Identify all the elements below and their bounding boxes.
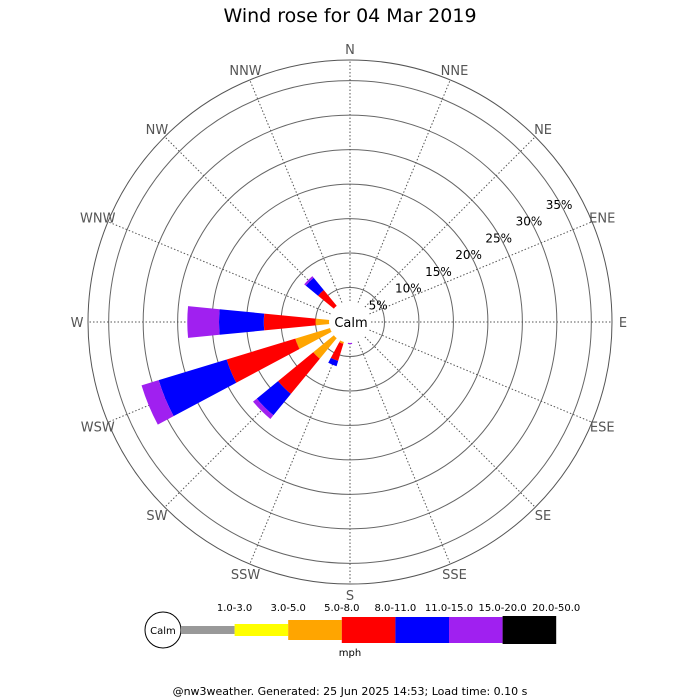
chart-title: Wind rose for 04 Mar 2019 <box>223 5 477 27</box>
direction-label-se: SE <box>535 509 551 524</box>
calm-label: Calm <box>334 316 367 331</box>
petal-w-bin-8-0-11-0 <box>263 313 316 331</box>
spoke-ene <box>349 221 593 323</box>
direction-label-w: W <box>71 316 84 331</box>
ring-35 <box>108 80 592 564</box>
petal-sw-bin-5-0-8-0 <box>313 333 339 359</box>
petal-sw-bin-8-0-11-0 <box>278 352 320 394</box>
direction-label-sse: SSE <box>442 568 467 583</box>
legend-swatch-11-0-15-0 <box>395 617 449 643</box>
ring-label-15: 15% <box>425 265 452 279</box>
legend-label-5-0-8-0: 5.0-8.0 <box>324 603 359 614</box>
petal-w-bin-11-0-15-0 <box>219 309 265 335</box>
direction-label-sw: SW <box>146 509 167 524</box>
petal-ssw-bin-8-0-11-0 <box>330 342 344 361</box>
petal-ssw-bin-11-0-15-0 <box>328 357 339 367</box>
direction-label-wnw: WNW <box>80 212 116 227</box>
ring-label-5: 5% <box>369 298 388 312</box>
ring-label-25: 25% <box>485 231 512 245</box>
petal-wsw-bin-11-0-15-0 <box>158 359 237 417</box>
ring-label-30: 30% <box>516 215 543 229</box>
petal-w-bin-5-0-8-0 <box>315 318 340 326</box>
legend-label-3-0-5-0: 3.0-5.0 <box>270 603 305 614</box>
spoke-nne <box>349 79 451 323</box>
petal-nw-bin-11-0-15-0 <box>305 277 324 296</box>
ring-label-35: 35% <box>546 198 573 212</box>
legend-swatch-15-0-20-0 <box>449 617 503 643</box>
petal-nw-bin-15-0-20-0 <box>304 276 314 286</box>
direction-label-ne: NE <box>534 123 552 138</box>
spoke-nnw <box>249 79 351 323</box>
legend-layer: Calm 1.0-3.0 3.0-5.0 5.0-8.0 8.0-11.0 11.0-15… <box>144 603 580 649</box>
legend-swatch-5-0-8-0 <box>288 620 342 640</box>
petal-w-bin-15-0-20-0 <box>187 306 220 338</box>
spoke-ese <box>349 321 593 423</box>
spoke-ne <box>349 136 536 323</box>
direction-label-layer: N NNE NE ENE E ESE SE SSE S SSW SW WSW W WNW NW NNW <box>71 43 628 604</box>
direction-label-ene: ENE <box>589 212 615 227</box>
ring-label-10: 10% <box>395 282 422 296</box>
legend-label-8-0-11-0: 8.0-11.0 <box>375 603 417 614</box>
legend-swatch-20-0-50-0 <box>502 616 557 644</box>
petal-layer <box>141 276 353 425</box>
units-label: mph <box>338 648 362 659</box>
legend-swatch-8-0-11-0 <box>341 617 396 643</box>
spoke-sw <box>164 321 351 508</box>
spoke-nw <box>164 136 351 323</box>
spoke-wnw <box>107 221 351 323</box>
direction-label-nnw: NNW <box>229 64 261 79</box>
direction-label-s: S <box>346 589 354 604</box>
petal-nw-bin-8-0-11-0 <box>318 290 340 312</box>
calm-circle <box>329 301 371 343</box>
direction-label-ese: ESE <box>590 420 615 435</box>
legend-label-20-0-50-0: 20.0-50.0 <box>532 603 580 614</box>
legend-label-1-0-3-0: 1.0-3.0 <box>217 603 252 614</box>
petal-sw-bin-15-0-20-0 <box>253 398 274 419</box>
ring-label-20: 20% <box>455 248 482 262</box>
direction-label-wsw: WSW <box>81 420 115 435</box>
petal-sw-bin-11-0-15-0 <box>256 381 291 416</box>
grid-layer <box>87 59 613 585</box>
direction-label-n: N <box>345 43 355 58</box>
legend-swatch-3-0-5-0 <box>234 624 289 636</box>
ring-label-layer: 5% 10%15%20%25% 30%35% <box>369 198 573 312</box>
petal-wsw-bin-5-0-8-0 <box>295 326 338 349</box>
legend-label-15-0-20-0: 15.0-20.0 <box>479 603 527 614</box>
direction-label-nne: NNE <box>441 64 469 79</box>
direction-label-e: E <box>619 316 627 331</box>
direction-label-nw: NW <box>146 123 169 138</box>
legend-swatch-1-0-3-0 <box>181 626 235 634</box>
center-layer: Calm <box>329 301 371 343</box>
legend-label-11-0-15-0: 11.0-15.0 <box>425 603 473 614</box>
footer-text: @nw3weather. Generated: 25 Jun 2025 14:5… <box>172 685 528 698</box>
spoke-ssw <box>249 321 351 565</box>
petal-wsw-bin-15-0-20-0 <box>141 380 174 425</box>
spoke-sse <box>349 321 451 565</box>
legend-calm-label: Calm <box>150 626 176 637</box>
petal-wsw-bin-8-0-11-0 <box>226 338 300 383</box>
spoke-se <box>349 321 536 508</box>
direction-label-ssw: SSW <box>231 568 261 583</box>
outer-circle <box>87 59 613 585</box>
